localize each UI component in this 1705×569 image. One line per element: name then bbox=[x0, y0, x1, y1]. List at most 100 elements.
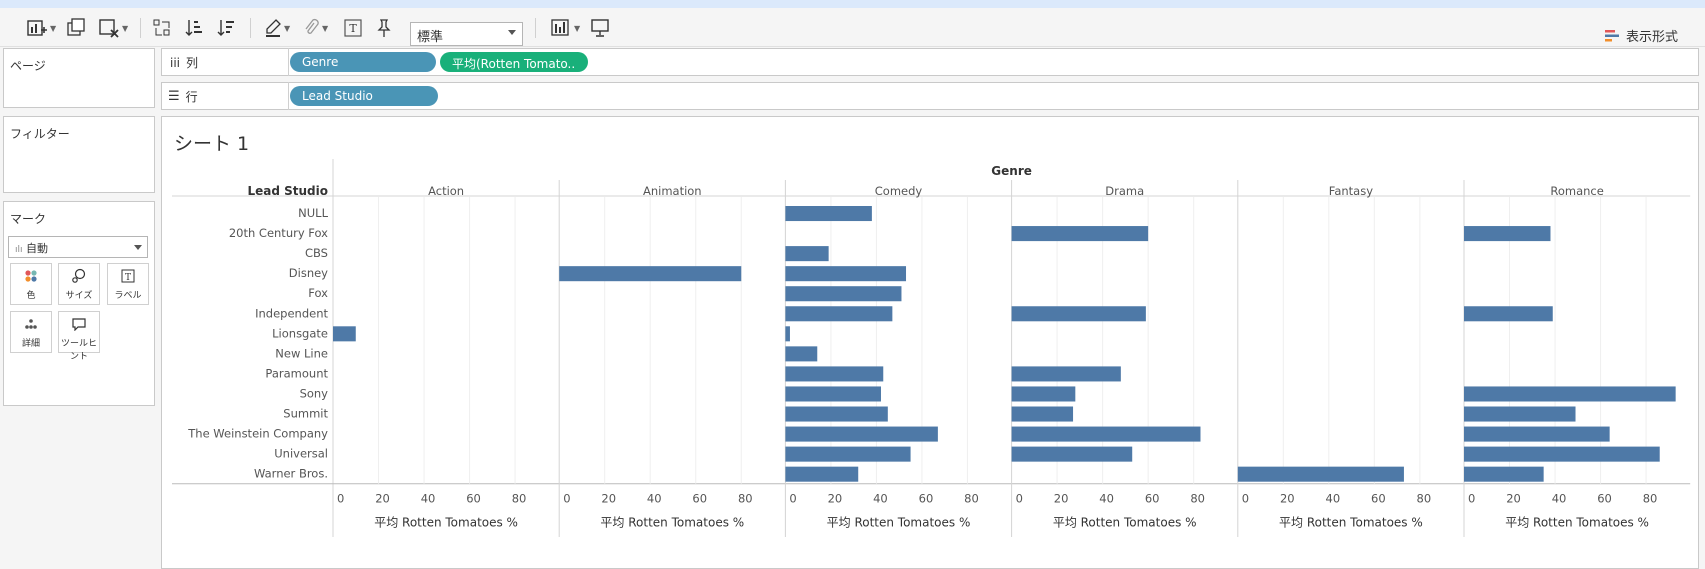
axis-tick-label: 80 bbox=[1643, 492, 1658, 506]
rows-icon: ☰ bbox=[168, 89, 180, 104]
bar bbox=[785, 426, 938, 442]
axis-tick-label: 60 bbox=[919, 492, 934, 506]
show-labels-button[interactable]: T bbox=[344, 16, 362, 40]
clear-sheet-button[interactable]: ▼ bbox=[98, 16, 128, 40]
clear-sheet-icon bbox=[99, 19, 119, 38]
tooltip-card[interactable]: ツールヒント bbox=[58, 311, 100, 362]
show-me-button[interactable]: 表示形式 bbox=[1604, 26, 1678, 45]
bar bbox=[1011, 386, 1076, 402]
pages-shelf[interactable]: ページ bbox=[3, 48, 155, 108]
studio-label: Independent bbox=[255, 306, 328, 320]
bar bbox=[1464, 446, 1660, 462]
show-cards-button[interactable]: ▼ bbox=[550, 16, 580, 40]
bar-chart: Genre Lead Studio Action 0 20 40 60 80 平均 Rotten… bbox=[172, 159, 1691, 537]
genre-header: Romance bbox=[1550, 184, 1603, 198]
label-card[interactable]: T ラベル bbox=[107, 263, 149, 305]
fit-dropdown-value: 標準 bbox=[417, 30, 444, 45]
bar bbox=[1011, 366, 1121, 382]
filters-shelf[interactable]: フィルター bbox=[3, 116, 155, 193]
svg-text:T: T bbox=[349, 22, 357, 35]
axis-title: 平均 Rotten Tomatoes % bbox=[374, 516, 518, 530]
cards-icon bbox=[551, 19, 569, 36]
marks-title: マーク bbox=[10, 212, 47, 226]
toolbar: ▼ ▼ ▼ ▼ T 標準 ▼ 表示形式 bbox=[0, 8, 1705, 47]
color-card[interactable]: 色 bbox=[10, 263, 52, 305]
rotten-tomatoes-pill[interactable]: 平均(Rotten Tomato.. bbox=[440, 52, 588, 72]
bar bbox=[785, 206, 872, 222]
mark-type-dropdown[interactable]: ılı 自動 bbox=[8, 236, 148, 258]
tooltip-card-label: ツールヒント bbox=[60, 339, 97, 362]
axis-title: 平均 Rotten Tomatoes % bbox=[600, 516, 744, 530]
sheet-title: シート 1 bbox=[174, 133, 250, 155]
genre-pill[interactable]: Genre bbox=[290, 52, 436, 72]
sort-ascending-icon bbox=[185, 20, 202, 36]
bar bbox=[785, 246, 829, 262]
pin-icon bbox=[377, 19, 391, 37]
bar bbox=[785, 366, 884, 382]
bar bbox=[1011, 226, 1149, 242]
axis-tick-label: 60 bbox=[692, 492, 707, 506]
genre-header: Action bbox=[428, 184, 464, 198]
axis-tick-label: 40 bbox=[873, 492, 888, 506]
axis-title: 平均 Rotten Tomatoes % bbox=[1505, 516, 1649, 530]
bar bbox=[1011, 406, 1074, 422]
duplicate-sheet-button[interactable] bbox=[66, 16, 86, 40]
axis-tick-label: 0 bbox=[563, 492, 570, 506]
axis-tick-label: 60 bbox=[1597, 492, 1612, 506]
genre-header: Comedy bbox=[875, 184, 923, 198]
chevron-down-icon bbox=[508, 30, 516, 35]
axis-tick-label: 40 bbox=[1099, 492, 1114, 506]
genre-header: Animation bbox=[643, 184, 702, 198]
bar bbox=[785, 306, 893, 322]
columns-icon: iii bbox=[170, 55, 181, 70]
detail-icon bbox=[11, 312, 51, 336]
group-members-button[interactable]: ▼ bbox=[302, 16, 328, 40]
size-card-label: サイズ bbox=[65, 291, 93, 301]
swap-rows-columns-button[interactable] bbox=[152, 16, 172, 40]
bar bbox=[333, 326, 356, 342]
bar bbox=[1011, 446, 1133, 462]
svg-text:T: T bbox=[125, 273, 131, 283]
fix-axes-button[interactable] bbox=[374, 16, 392, 40]
studio-label: Warner Bros. bbox=[254, 467, 328, 481]
paperclip-icon bbox=[305, 18, 319, 34]
bar bbox=[1464, 426, 1610, 442]
sort-descending-button[interactable] bbox=[216, 16, 236, 40]
mark-type-value: 自動 bbox=[26, 242, 49, 255]
axis-tick-label: 80 bbox=[738, 492, 753, 506]
axis-tick-label: 60 bbox=[1371, 492, 1386, 506]
bar bbox=[1011, 426, 1201, 442]
sort-descending-icon bbox=[217, 20, 234, 36]
bar bbox=[1464, 406, 1576, 422]
highlight-button[interactable]: ▼ bbox=[264, 16, 290, 40]
detail-card[interactable]: 詳細 bbox=[10, 311, 52, 353]
studio-label: Disney bbox=[289, 266, 328, 280]
bar bbox=[785, 326, 790, 342]
columns-label: 列 bbox=[186, 56, 199, 70]
lead-studio-pill[interactable]: Lead Studio bbox=[290, 86, 438, 106]
studio-label: Paramount bbox=[265, 366, 328, 380]
fit-dropdown[interactable]: 標準 bbox=[410, 22, 523, 46]
sort-ascending-button[interactable] bbox=[184, 16, 204, 40]
genre-header: Fantasy bbox=[1329, 184, 1373, 198]
axis-tick-label: 40 bbox=[1552, 492, 1567, 506]
bar bbox=[785, 286, 902, 302]
axis-tick-label: 20 bbox=[375, 492, 390, 506]
axis-tick-label: 20 bbox=[1054, 492, 1069, 506]
bar bbox=[785, 346, 818, 362]
swap-icon bbox=[153, 19, 170, 36]
columns-shelf-label: iii 列 bbox=[170, 54, 198, 71]
axis-tick-label: 40 bbox=[647, 492, 662, 506]
bar bbox=[1464, 466, 1544, 482]
size-card[interactable]: サイズ bbox=[58, 263, 100, 305]
chevron-down-icon bbox=[134, 245, 142, 250]
column-header-title: Genre bbox=[991, 164, 1032, 178]
studio-label: 20th Century Fox bbox=[229, 226, 328, 240]
bar bbox=[1464, 306, 1553, 322]
text-label-icon: T bbox=[344, 19, 362, 37]
studio-label: Summit bbox=[283, 407, 328, 421]
axis-title: 平均 Rotten Tomatoes % bbox=[827, 516, 971, 530]
studio-label: Universal bbox=[274, 447, 328, 461]
new-datasource-button[interactable]: ▼ bbox=[26, 16, 56, 40]
presentation-mode-button[interactable] bbox=[590, 16, 610, 40]
